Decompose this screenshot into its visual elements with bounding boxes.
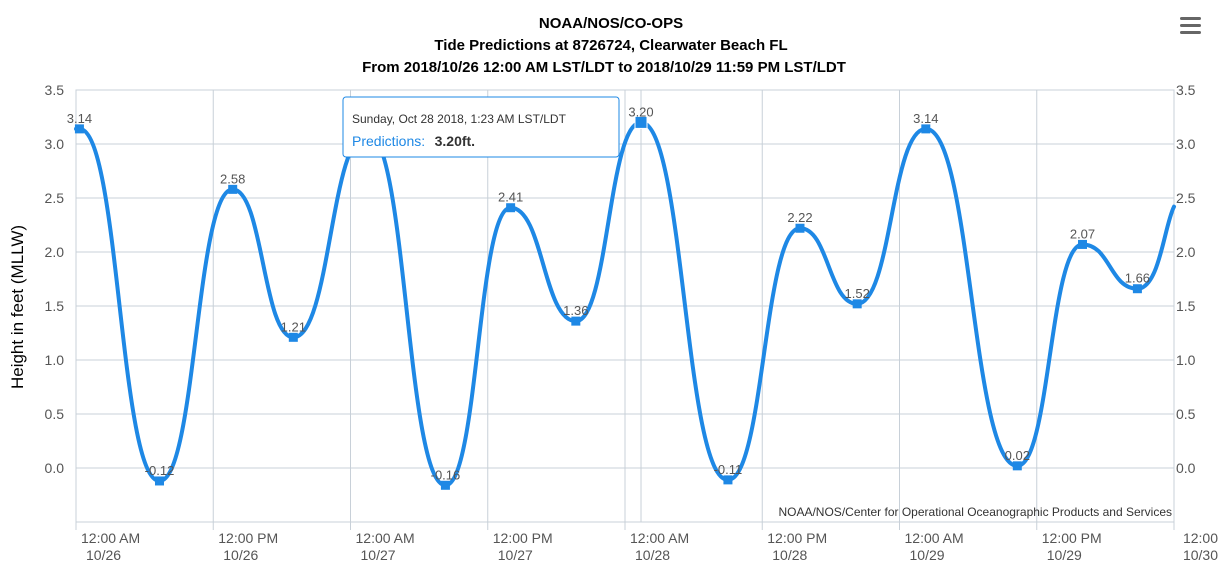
data-point-marker[interactable] xyxy=(795,223,805,233)
chart-title: NOAA/NOS/CO-OPS Tide Predictions at 8726… xyxy=(362,15,846,76)
data-label: 1.52 xyxy=(845,286,870,301)
x-tick-label-time: 12:00 AM xyxy=(356,530,415,546)
data-label: 2.22 xyxy=(787,210,812,225)
data-label: 1.21 xyxy=(281,319,306,334)
x-tick-label-time: 12:00 PM xyxy=(493,530,553,546)
x-tick-label-date: 10/28 xyxy=(635,547,670,563)
x-tick-label-date: 10/27 xyxy=(498,547,533,563)
x-tick-label-time: 12:00 AM xyxy=(905,530,964,546)
data-point-marker[interactable] xyxy=(228,184,238,194)
y-tick-label-left: 3.0 xyxy=(45,136,65,152)
data-label: 3.14 xyxy=(913,111,938,126)
x-tick-label-date: 10/26 xyxy=(223,547,258,563)
y-tick-label-left: 1.5 xyxy=(45,298,65,314)
x-tick-label-time: 12:00 xyxy=(1183,530,1218,546)
credits-text[interactable]: NOAA/NOS/Center for Operational Oceanogr… xyxy=(778,505,1172,519)
x-tick-label-date: 10/29 xyxy=(910,547,945,563)
y-tick-label-left: 3.5 xyxy=(45,82,65,98)
hamburger-menu-icon[interactable] xyxy=(1180,16,1202,40)
data-label: 0.02 xyxy=(1005,448,1030,463)
data-point-marker[interactable] xyxy=(288,332,298,342)
x-tick-label-time: 12:00 PM xyxy=(1042,530,1102,546)
x-tick-label-time: 12:00 AM xyxy=(630,530,689,546)
data-point-marker[interactable] xyxy=(74,124,84,134)
y-tick-label-left: 0.0 xyxy=(45,460,65,476)
data-label: 3.20 xyxy=(628,104,653,119)
y-tick-label-left: 2.5 xyxy=(45,190,65,206)
y-tick-label-right: 0.0 xyxy=(1176,460,1196,476)
data-point-marker[interactable] xyxy=(1132,284,1142,294)
data-point-marker[interactable] xyxy=(852,299,862,309)
data-point-marker[interactable] xyxy=(921,124,931,134)
data-label: 3.14 xyxy=(67,111,92,126)
tooltip-value: 3.20ft. xyxy=(435,133,475,149)
title-line-3: From 2018/10/26 12:00 AM LST/LDT to 2018… xyxy=(362,59,846,76)
data-label: 2.58 xyxy=(220,171,245,186)
y-tick-label-left: 1.0 xyxy=(45,352,65,368)
x-tick-label-date: 10/27 xyxy=(361,547,396,563)
tooltip-line: Predictions: 3.20ft. xyxy=(352,133,475,150)
data-point-marker[interactable] xyxy=(506,203,516,213)
tooltip-header: Sunday, Oct 28 2018, 1:23 AM LST/LDT xyxy=(352,112,567,126)
data-point-marker[interactable] xyxy=(440,480,450,490)
x-tick-label-time: 12:00 AM xyxy=(81,530,140,546)
y-tick-label-right: 3.0 xyxy=(1176,136,1196,152)
title-line-1: NOAA/NOS/CO-OPS xyxy=(539,15,683,32)
data-label: 1.36 xyxy=(563,303,588,318)
data-point-marker[interactable] xyxy=(1012,461,1022,471)
x-tick-label-date: 10/30 xyxy=(1183,547,1218,563)
data-label: 2.07 xyxy=(1070,226,1095,241)
y-tick-label-right: 0.5 xyxy=(1176,406,1196,422)
y-tick-label-right: 2.5 xyxy=(1176,190,1196,206)
tooltip-series-name: Predictions: xyxy=(352,133,425,149)
tooltip-box xyxy=(342,96,620,158)
data-label: -0.12 xyxy=(145,463,175,478)
x-tick-label-date: 10/28 xyxy=(772,547,807,563)
x-tick-label-date: 10/26 xyxy=(86,547,121,563)
data-point-marker[interactable] xyxy=(634,115,648,129)
label-layer: 3.14-0.122.581.213.10-0.162.411.363.20-0… xyxy=(67,104,1150,482)
series-line xyxy=(74,120,1176,488)
y-tick-label-right: 1.0 xyxy=(1176,352,1196,368)
y-tick-label-right: 2.0 xyxy=(1176,244,1196,260)
y-axis-label: Height in feet (MLLW) xyxy=(8,225,27,389)
axis-layer: 3.5 3.5 3.0 3.0 2.5 2.5 2.0 2.0 1.5 1.5 1.0 1.0 0.5 0… xyxy=(45,82,1219,563)
x-tick-label-time: 12:00 PM xyxy=(218,530,278,546)
y-tick-label-left: 2.0 xyxy=(45,244,65,260)
y-tick-label-right: 3.5 xyxy=(1176,82,1196,98)
y-tick-label-right: 1.5 xyxy=(1176,298,1196,314)
data-label: -0.16 xyxy=(431,467,461,482)
data-label: 1.66 xyxy=(1125,271,1150,286)
x-tick-label-date: 10/29 xyxy=(1047,547,1082,563)
y-tick-label-left: 0.5 xyxy=(45,406,65,422)
data-point-marker[interactable] xyxy=(154,476,164,486)
data-point-marker[interactable] xyxy=(571,316,581,326)
data-point-marker[interactable] xyxy=(723,475,733,485)
data-label: 2.41 xyxy=(498,190,523,205)
x-tick-label-time: 12:00 PM xyxy=(767,530,827,546)
tooltip: Sunday, Oct 28 2018, 1:23 AM LST/LDT Pre… xyxy=(342,96,620,158)
data-label: -0.11 xyxy=(714,462,743,477)
title-line-2: Tide Predictions at 8726724, Clearwater … xyxy=(434,37,787,54)
data-point-marker[interactable] xyxy=(1078,239,1087,249)
